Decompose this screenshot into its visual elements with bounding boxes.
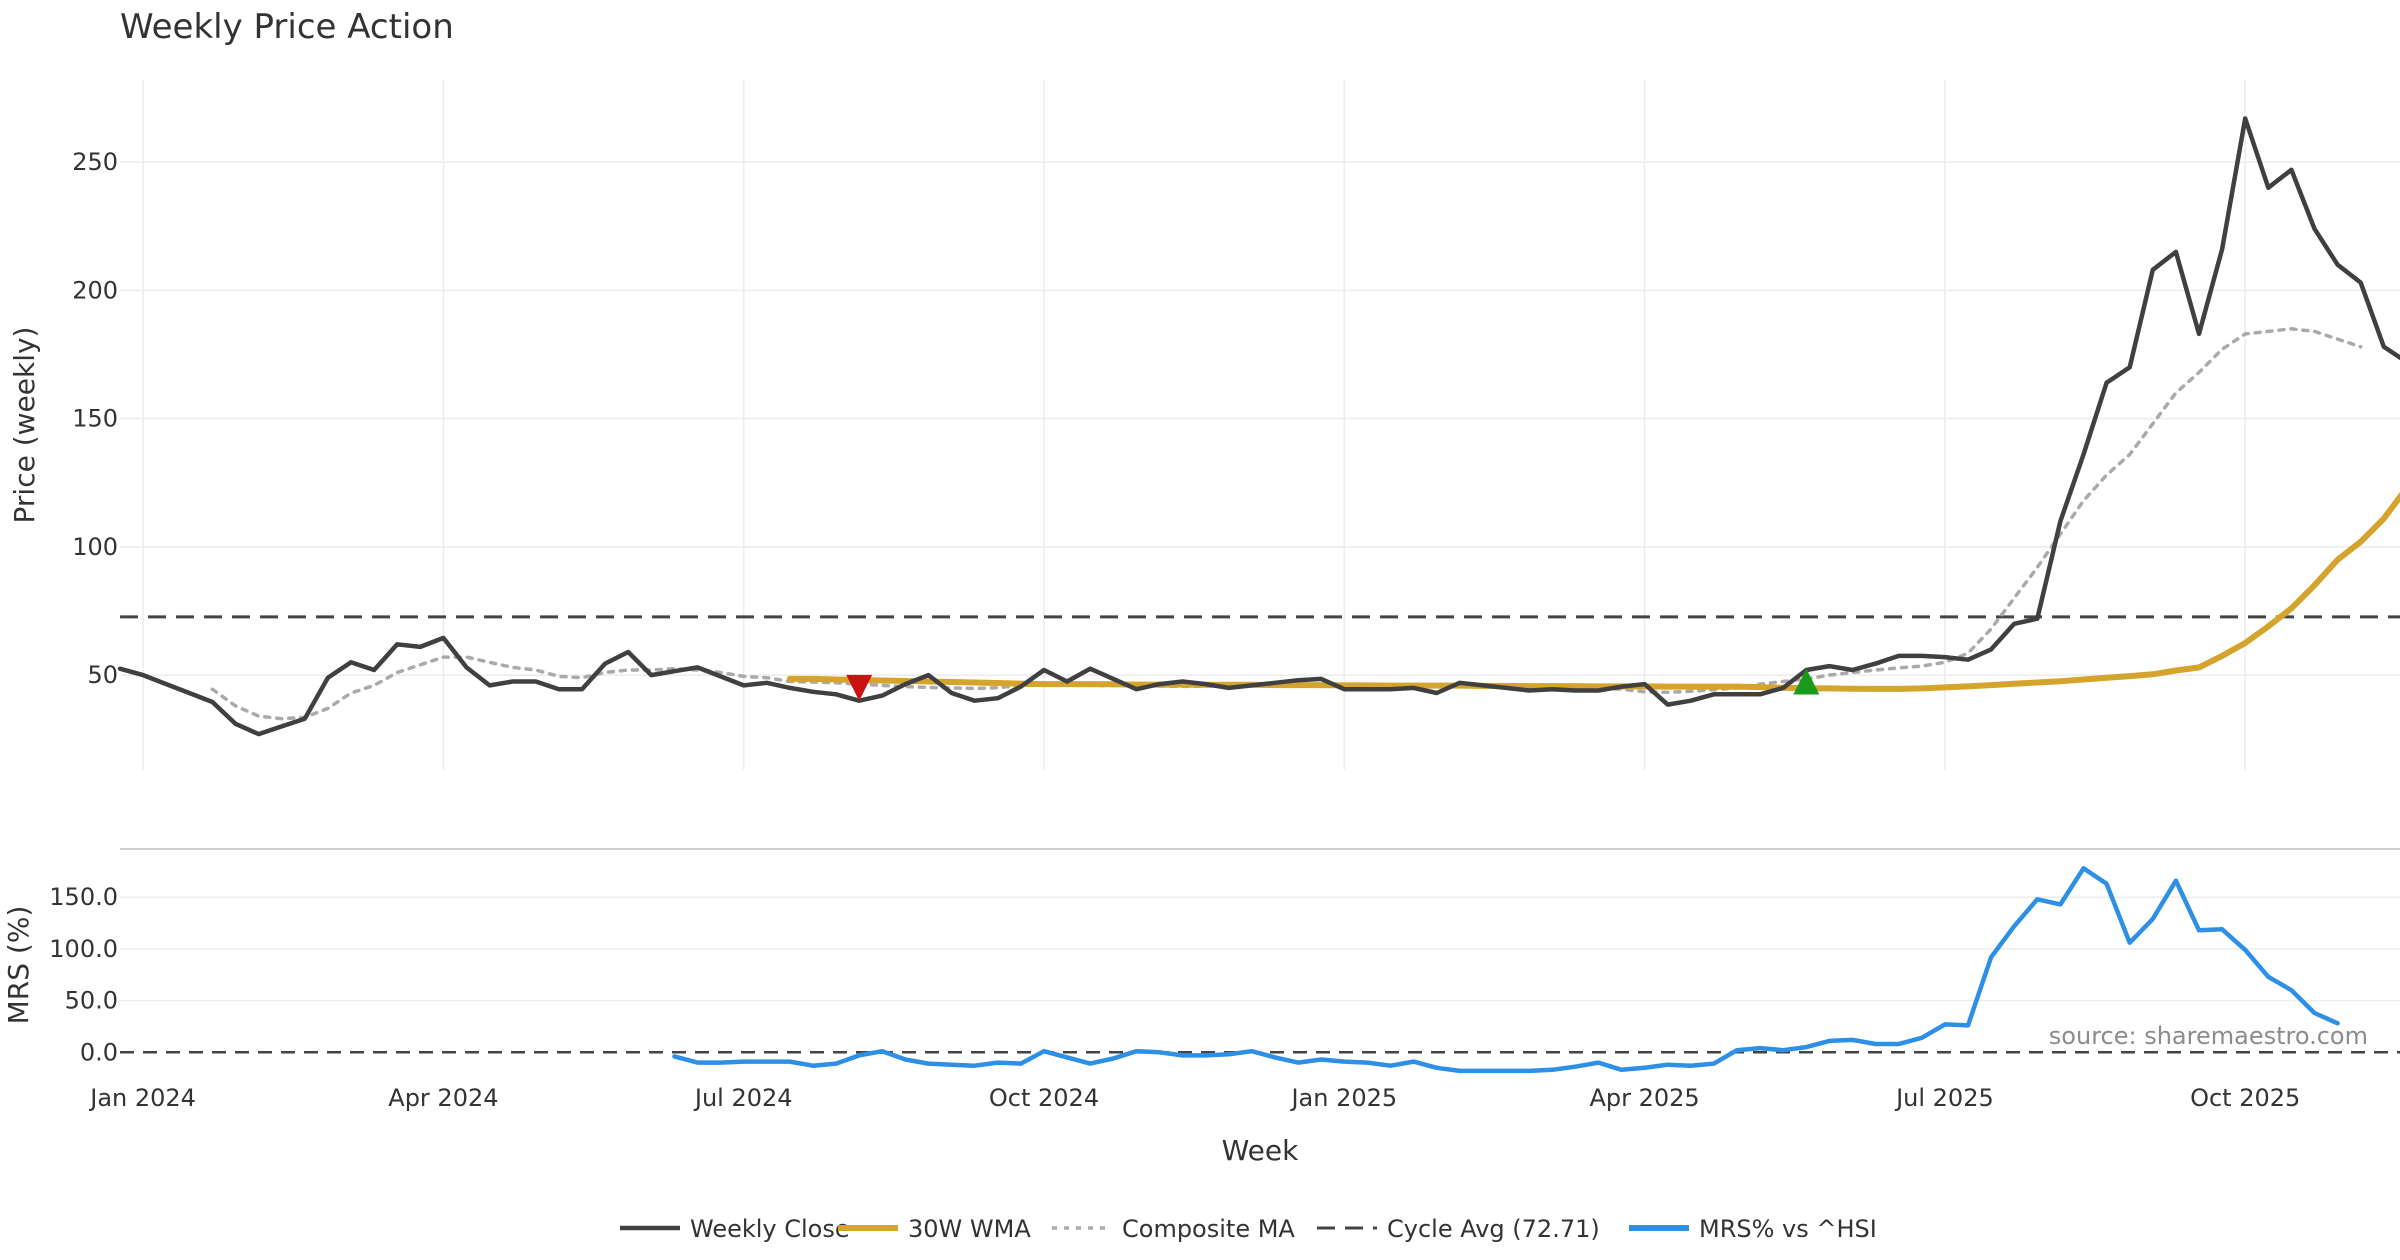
x-tick-labels: Jan 2024 Apr 2024 Jul 2024 Oct 2024 Jan 2025…: [88, 1084, 2300, 1112]
x-tick-label: Oct 2025: [2190, 1084, 2300, 1112]
price-series-lines: [117, 116, 2400, 737]
mrs-y-axis-title: MRS (%): [2, 906, 35, 1025]
x-tick-label: Jan 2024: [88, 1084, 196, 1112]
chart-title: Weekly Price Action: [120, 7, 454, 47]
mrs-y-tick-label: 50.0: [65, 987, 118, 1015]
mrs-vs-hsi-line: [672, 866, 2340, 1074]
price-y-tick-label: 100: [72, 533, 118, 561]
composite-ma-line: [210, 327, 2363, 721]
mrs-series-lines: [672, 866, 2340, 1074]
price-y-tick-labels: 50 100 150 200 250: [72, 148, 118, 689]
legend-label: Composite MA: [1122, 1215, 1295, 1243]
price-y-tick-label: 250: [72, 148, 118, 176]
wma-30w-line: [786, 492, 2400, 692]
source-credit: source: sharemaestro.com: [2049, 1022, 2368, 1050]
signal-markers: [846, 668, 1820, 701]
legend-label: Weekly Close: [690, 1215, 850, 1243]
x-tick-label: Oct 2024: [989, 1084, 1099, 1112]
x-tick-label: Jul 2025: [1894, 1084, 1994, 1112]
price-panel-grid: [120, 80, 2400, 770]
mrs-y-tick-label: 0.0: [80, 1038, 118, 1066]
mrs-y-tick-label: 100.0: [49, 935, 118, 963]
legend: Weekly Close 30W WMA Composite MA Cycle Avg…: [620, 1215, 1877, 1243]
legend-label: 30W WMA: [908, 1215, 1031, 1243]
mrs-y-tick-label: 150.0: [49, 883, 118, 911]
price-y-tick-label: 150: [72, 405, 118, 433]
buy-signal-marker: [1793, 668, 1820, 695]
x-tick-label: Jul 2024: [693, 1084, 793, 1112]
weekly-close-line: [117, 116, 2400, 737]
legend-label: MRS% vs ^HSI: [1699, 1215, 1877, 1243]
x-tick-label: Jan 2025: [1289, 1084, 1397, 1112]
price-y-axis-title: Price (weekly): [8, 327, 41, 524]
price-y-tick-label: 50: [87, 661, 118, 689]
x-tick-label: Apr 2024: [388, 1084, 498, 1112]
sell-signal-marker: [846, 674, 873, 701]
price-y-tick-label: 200: [72, 276, 118, 304]
legend-label: Cycle Avg (72.71): [1387, 1215, 1600, 1243]
x-tick-label: Apr 2025: [1589, 1084, 1699, 1112]
mrs-y-tick-labels: 0.0 50.0 100.0 150.0: [49, 883, 118, 1066]
mrs-panel-grid: [120, 896, 2400, 1054]
x-axis-title: Week: [1222, 1134, 1299, 1167]
